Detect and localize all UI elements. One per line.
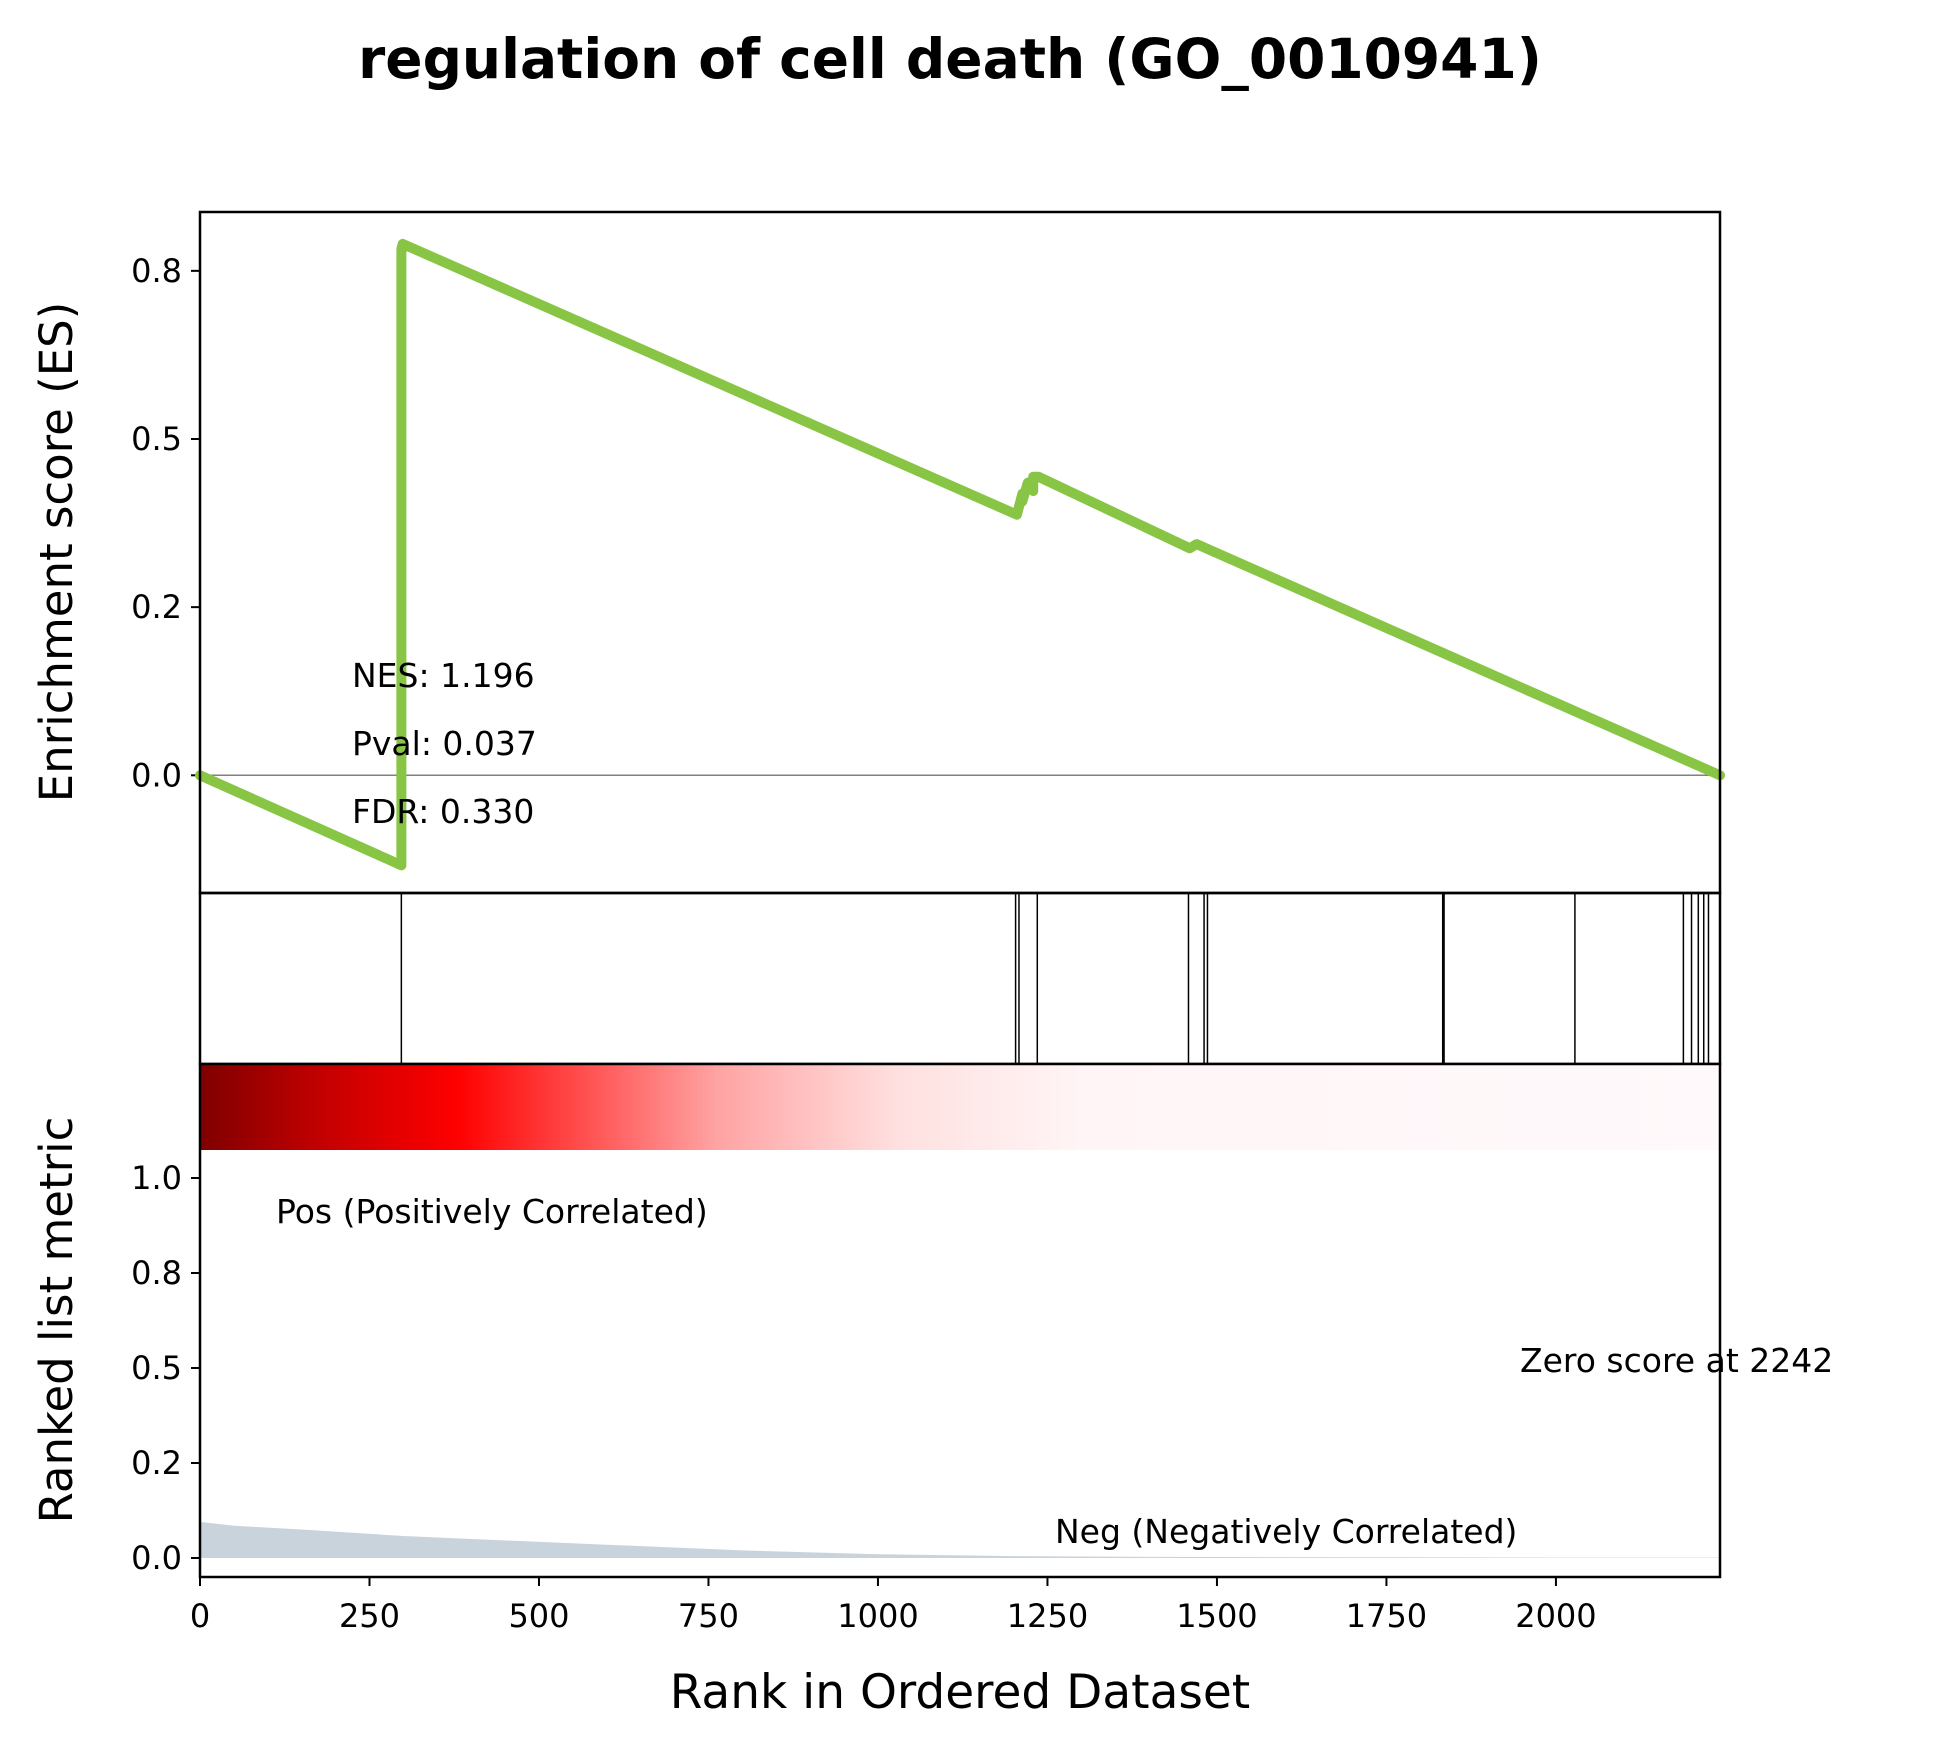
chart-title: regulation of cell death (GO_0010941) — [358, 27, 1542, 91]
rank-heatmap-bar — [200, 1064, 1720, 1150]
rank-axes-frame — [198, 1062, 1722, 1579]
rank-y-axis-label: Ranked list metric — [30, 1117, 83, 1524]
pval-annotation: Pval: 0.037 — [352, 724, 537, 763]
fdr-annotation: FDR: 0.330 — [352, 792, 534, 831]
ranked-metric-fill — [200, 1521, 1720, 1558]
x-tick-label: 500 — [508, 1597, 569, 1635]
x-tick-label: 1750 — [1346, 1597, 1427, 1635]
rank-y-ticks: 1.0 0.8 0.5 0.2 0.0 — [131, 1159, 200, 1577]
neg-label: Neg (Negatively Correlated) — [1055, 1512, 1517, 1551]
rank-y-tick-label: 0.2 — [131, 1444, 182, 1482]
es-panel: 0.8 0.5 0.2 0.0 NES: 1.196 Pval: 0.037 FDR:… — [30, 210, 1725, 895]
es-y-tick-label: 0.0 — [131, 756, 182, 794]
x-tick-label: 1000 — [837, 1597, 918, 1635]
es-series-line — [195, 238, 1725, 871]
hits-panel — [198, 891, 1722, 1066]
hits-axes-frame — [198, 891, 1722, 1066]
es-y-tick-label: 0.8 — [131, 252, 182, 290]
x-axis-ticks: 0 250 500 750 1000 1250 1500 1750 2000 — [190, 1577, 1597, 1635]
rank-y-tick-label: 0.5 — [131, 1349, 182, 1387]
es-axes-frame — [198, 210, 1722, 895]
rank-y-tick-label: 0.8 — [131, 1254, 182, 1292]
rank-panel: 1.0 0.8 0.5 0.2 0.0 Pos (Positively Correlat… — [30, 1062, 1833, 1579]
pos-label: Pos (Positively Correlated) — [276, 1192, 708, 1231]
x-tick-label: 1500 — [1176, 1597, 1257, 1635]
rank-y-tick-label: 0.0 — [131, 1539, 182, 1577]
x-tick-label: 750 — [678, 1597, 739, 1635]
nes-annotation: NES: 1.196 — [352, 656, 535, 695]
es-y-tick-label: 0.2 — [131, 588, 182, 626]
x-tick-label: 1250 — [1007, 1597, 1088, 1635]
zero-score-label: Zero score at 2242 — [1520, 1341, 1833, 1380]
x-tick-label: 0 — [190, 1597, 210, 1635]
rank-y-tick-label: 1.0 — [131, 1159, 182, 1197]
es-y-tick-label: 0.5 — [131, 420, 182, 458]
x-tick-label: 2000 — [1515, 1597, 1596, 1635]
hit-lines — [400, 893, 1710, 1064]
x-axis-label: Rank in Ordered Dataset — [670, 1665, 1250, 1720]
x-tick-label: 250 — [339, 1597, 400, 1635]
es-y-axis-label: Enrichment score (ES) — [30, 302, 83, 803]
es-y-ticks: 0.8 0.5 0.2 0.0 — [131, 252, 200, 794]
